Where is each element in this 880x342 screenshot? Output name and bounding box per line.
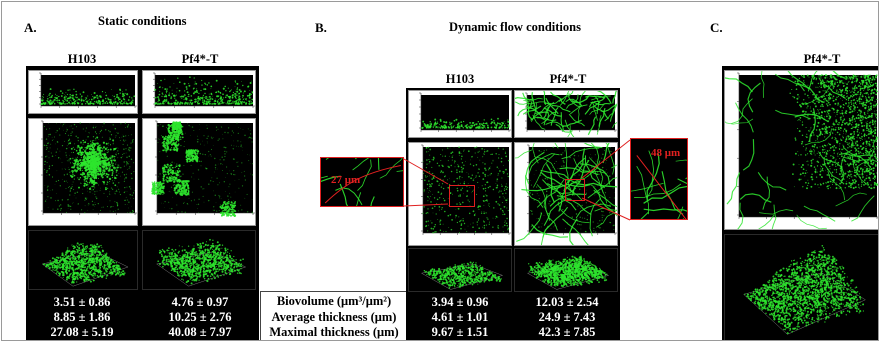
stat-average-thickness: 8.85 ± 1.86 xyxy=(53,310,111,324)
panel-a-col-h103: H103 xyxy=(67,52,97,66)
stat-average-thickness: 24.9 ± 7.43 xyxy=(538,310,596,324)
metric-maximal-thickness-label: Maximal thickness (μm) xyxy=(269,325,399,339)
panel-b-h103-top-view xyxy=(408,142,512,246)
metrics-legend-box: Biovolume (μm³/μm²) Average thickness (μ… xyxy=(260,291,408,340)
stat-biovolume: 4.76 ± 0.97 xyxy=(171,295,229,309)
stat-biovolume: 12.03 ± 2.54 xyxy=(535,295,599,309)
panel-a-pf4-top-view xyxy=(142,118,256,226)
panel-b-letter: B. xyxy=(315,20,327,35)
panel-c-top-view xyxy=(724,70,878,230)
stat-average-thickness: 10.25 ± 2.76 xyxy=(168,310,232,324)
stat-maximal-thickness: 42.3 ± 7.85 xyxy=(538,325,596,339)
panel-a-h103-stats: 3.51 ± 0.86 8.85 ± 1.86 27.08 ± 5.19 xyxy=(26,295,138,340)
stat-maximal-thickness: 40.08 ± 7.97 xyxy=(168,325,232,339)
panel-b-h103-3d-view xyxy=(408,248,512,292)
panel-c-col-pf4: Pf4*-T xyxy=(803,52,841,66)
panel-b-h103-stats: 3.94 ± 0.96 4.61 ± 1.01 9.67 ± 1.51 xyxy=(406,295,514,340)
panel-b-heading: Dynamic flow conditions xyxy=(449,20,581,34)
panel-a-pf4-3d-view xyxy=(142,230,256,290)
panel-b-col-pf4: Pf4*-T xyxy=(549,72,587,86)
panel-a-h103-top-view xyxy=(28,118,138,226)
stat-average-thickness: 4.61 ± 1.01 xyxy=(431,310,489,324)
panel-a-h103-3d-view xyxy=(28,230,138,290)
stat-biovolume: 3.94 ± 0.96 xyxy=(431,295,489,309)
metric-average-thickness-label: Average thickness (μm) xyxy=(271,309,397,324)
panel-b-pf4-top-view xyxy=(514,142,618,246)
panel-a-heading: Static conditions xyxy=(98,14,187,28)
panel-a-h103-side-view xyxy=(28,70,138,114)
panel-a-letter: A. xyxy=(24,20,37,35)
panel-b-pf4-zoom-inset: 48 μm xyxy=(630,138,688,220)
panel-c-3d-view xyxy=(724,234,878,340)
metric-biovolume-label: Biovolume (μm³/μm²) xyxy=(276,294,392,308)
panel-b-col-h103: H103 xyxy=(445,72,475,86)
panel-b-h103-zoom-inset: 27 μm xyxy=(320,157,404,207)
panel-b-pf4-stats: 12.03 ± 2.54 24.9 ± 7.43 42.3 ± 7.85 xyxy=(514,295,620,340)
stat-maximal-thickness: 27.08 ± 5.19 xyxy=(50,325,114,339)
panel-b-h103-zoom-region xyxy=(449,185,475,207)
panel-b-pf4-3d-view xyxy=(514,248,618,292)
panel-a-col-pf4: Pf4*-T xyxy=(181,52,219,66)
stat-maximal-thickness: 9.67 ± 1.51 xyxy=(431,325,489,339)
pf4-filament-length-label: 48 μm xyxy=(651,147,681,159)
stat-biovolume: 3.51 ± 0.86 xyxy=(53,295,111,309)
panel-c-letter: C. xyxy=(710,20,723,35)
panel-b-h103-side-view xyxy=(408,90,512,138)
panel-b-pf4-side-view xyxy=(514,90,618,138)
h103-filament-length-label: 27 μm xyxy=(331,174,361,186)
panel-b-pf4-zoom-region xyxy=(565,179,585,201)
panel-a-pf4-stats: 4.76 ± 0.97 10.25 ± 2.76 40.08 ± 7.97 xyxy=(142,295,258,340)
panel-a-pf4-side-view xyxy=(142,70,256,114)
